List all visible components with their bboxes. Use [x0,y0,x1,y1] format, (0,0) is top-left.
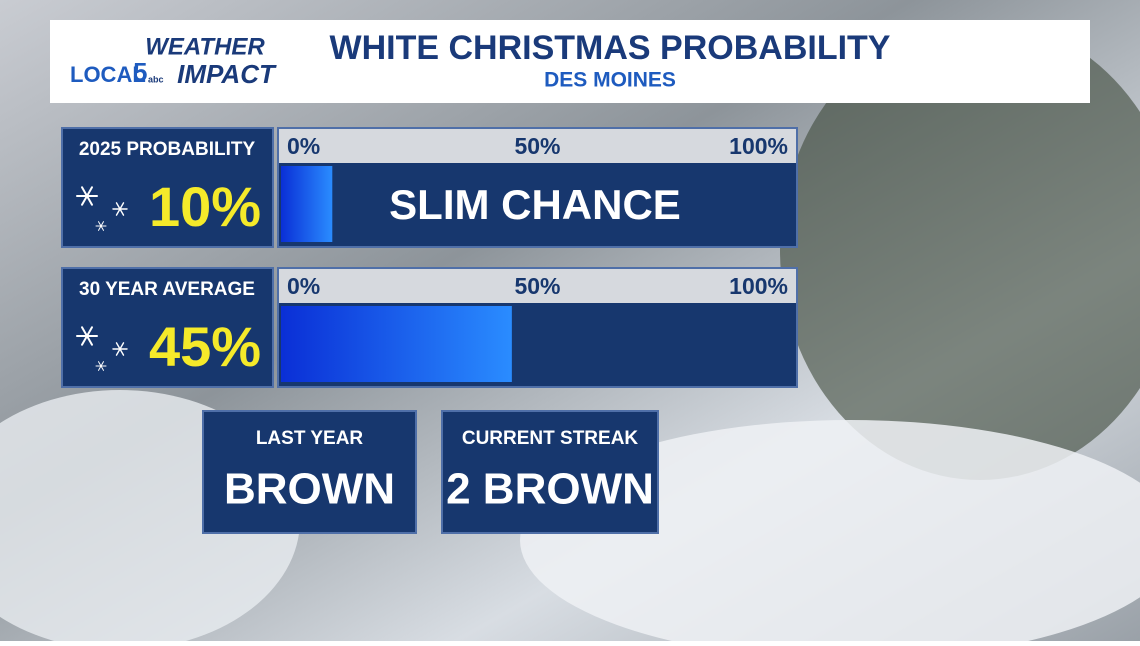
subtitle: DES MOINES [544,69,676,92]
bar [281,306,512,382]
box-value: BROWN [224,465,395,514]
title: WHITE CHRISTMAS PROBABILITY [330,29,891,67]
bar [281,166,333,242]
tick-label: 100% [729,133,788,159]
info-box [441,410,659,534]
scale-strip [279,129,796,163]
row-label: 30 YEAR AVERAGE [79,279,255,300]
row-value: 10% [149,175,261,238]
box-value: 2 BROWN [446,465,654,514]
tick-label: 100% [729,273,788,299]
row-value: 45% [149,315,261,378]
header-panel [50,20,1090,103]
snow [520,420,1140,646]
tick-label: 50% [514,133,560,159]
label-panel [61,267,274,388]
brand: LOCAL [70,62,146,87]
box-label: LAST YEAR [256,428,364,449]
label-panel [61,127,274,248]
brand: 5 [133,57,147,87]
info-box [202,410,417,534]
brand: WEATHER [145,33,265,60]
box-label: CURRENT STREAK [462,428,639,449]
tree [780,20,1140,480]
brand: IMPACT [177,59,277,89]
row-label: 2025 PROBABILITY [79,139,256,160]
tick-label: 50% [514,273,560,299]
scale-strip [279,269,796,303]
brand: abc [148,74,164,84]
tick-label: 0% [287,273,320,299]
tick-label: 0% [287,133,320,159]
bar-note: SLIM CHANCE [389,181,681,228]
